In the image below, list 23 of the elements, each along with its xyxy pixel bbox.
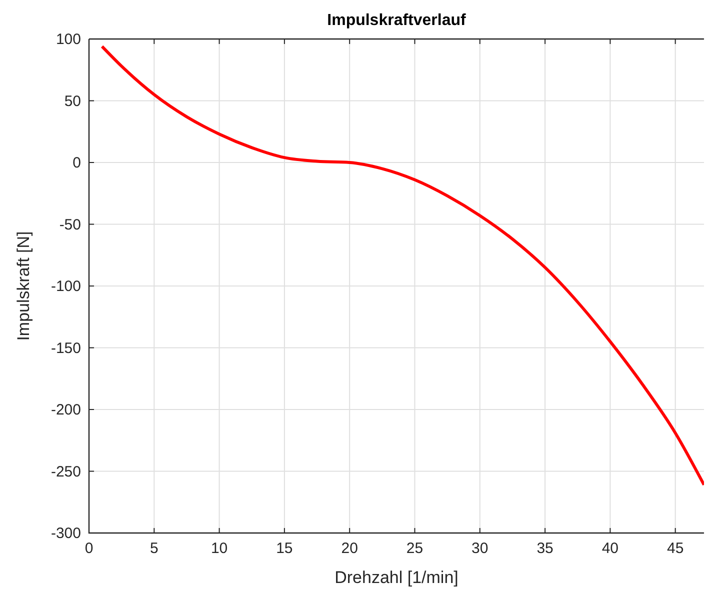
y-tick-label: -200 (50, 402, 81, 418)
y-axis-title: Impulskraft [N] (14, 231, 33, 341)
x-tick-label: 25 (406, 540, 424, 557)
x-tick-label: 5 (150, 540, 158, 557)
y-tick-label: 100 (56, 31, 81, 48)
x-tick-label: 20 (341, 540, 358, 557)
y-tick-label: 50 (64, 92, 81, 110)
line-series (100, 44, 704, 486)
x-tick-label: 40 (602, 540, 619, 557)
x-tick-label: 30 (472, 540, 488, 557)
x-axis-title: Drehzahl [1/min] (334, 568, 458, 587)
x-tick-label: 15 (276, 540, 293, 557)
y-tick-label: -100 (50, 278, 81, 295)
chart-title: Impulskraftverlauf (327, 12, 467, 29)
y-tick-label: -150 (50, 340, 81, 357)
x-tick-label: 45 (666, 540, 684, 557)
x-tick-label: 35 (536, 540, 554, 557)
y-tick-label: 0 (72, 154, 81, 172)
y-tick-label: -300 (50, 525, 81, 542)
y-tick-label: -250 (50, 463, 81, 480)
x-tick-label: 10 (210, 540, 228, 557)
x-tick-label: 0 (84, 540, 94, 557)
y-tick-label: -50 (59, 216, 81, 234)
